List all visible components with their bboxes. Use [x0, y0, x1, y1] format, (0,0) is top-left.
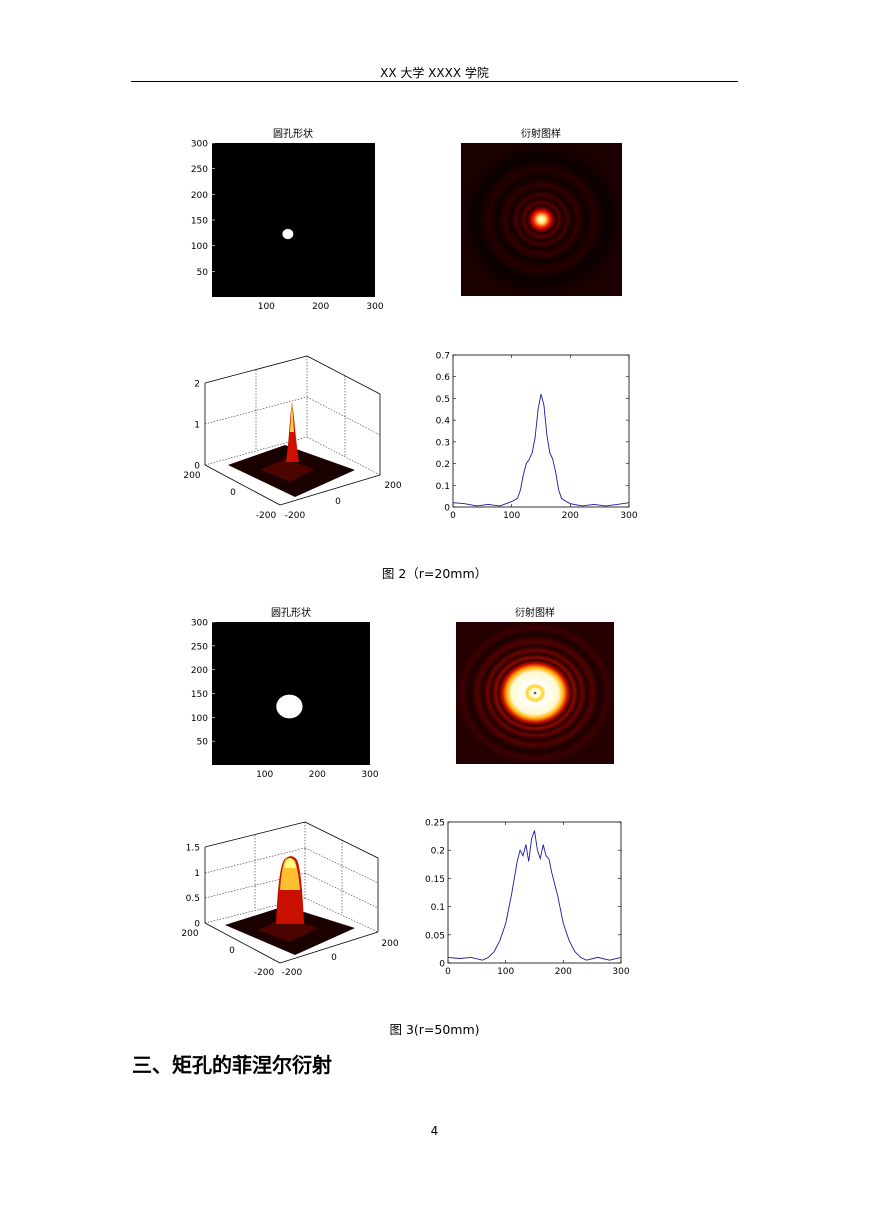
- y-tick-label: 0.7: [436, 352, 450, 362]
- y-tick-label: 300: [191, 140, 208, 150]
- z-tick-label: 0.5: [186, 894, 200, 904]
- page-number: 4: [430, 1124, 439, 1138]
- x-tick-label: 300: [366, 302, 383, 312]
- x-tick-label: 0: [229, 946, 235, 956]
- aperture-title: 圆孔形状: [271, 606, 311, 619]
- x-tick-label: -200: [256, 511, 277, 521]
- y-tick-label: 50: [197, 738, 209, 748]
- y-tick-label: 250: [191, 642, 208, 652]
- intensity-line-chart: 0 0.05 0.1 0.15 0.2 0.25 0 100 200 300: [425, 819, 630, 978]
- y-tick-label: 0.15: [425, 875, 445, 885]
- intensity-line-chart: 0 0.1 0.2 0.3 0.4 0.5 0.6 0.7 0 100 200 300: [436, 352, 638, 522]
- y-tick-label: 0.2: [436, 460, 450, 470]
- z-tick-label: 0: [194, 920, 200, 930]
- y-tick-label: 150: [191, 217, 208, 227]
- y-tick-label: 250: [191, 165, 208, 175]
- diffraction-pattern-image: 衍射图样: [461, 127, 622, 296]
- x-tick-label: 0: [230, 488, 236, 498]
- y-tick-label: 50: [197, 268, 209, 278]
- y-tick-label: -200: [285, 511, 306, 521]
- y-tick-label: 200: [384, 481, 401, 491]
- diffraction-pattern-image: 衍射图样: [456, 606, 614, 764]
- x-tick-label: 0: [445, 967, 451, 977]
- y-tick-label: 0.5: [436, 395, 450, 405]
- page-header: XX 大学 XXXX 学院: [380, 66, 489, 80]
- y-tick-label: 0.3: [436, 438, 450, 448]
- x-tick-label: 200: [183, 471, 200, 481]
- y-tick-label: 0: [331, 953, 337, 963]
- x-tick-label: 200: [312, 302, 329, 312]
- z-tick-label: 2: [194, 380, 200, 390]
- y-tick-label: 200: [381, 939, 398, 949]
- y-tick-label: 200: [191, 666, 208, 676]
- figure-caption: 图 3(r=50mm): [389, 1022, 480, 1037]
- x-tick-label: 300: [620, 511, 637, 521]
- aperture-image: 圆孔形状 300 250 200 150 100 50 100 200 300: [191, 127, 384, 312]
- y-tick-label: 0.25: [425, 819, 445, 829]
- y-tick-label: 150: [191, 690, 208, 700]
- x-tick-label: -200: [254, 968, 275, 978]
- x-tick-label: 100: [503, 511, 520, 521]
- x-tick-label: 100: [258, 302, 275, 312]
- pattern-title: 衍射图样: [515, 606, 555, 619]
- y-tick-label: 0: [335, 497, 341, 507]
- z-tick-label: 1: [194, 869, 200, 879]
- header-rule: [131, 81, 738, 82]
- x-tick-label: 100: [497, 967, 514, 977]
- z-tick-label: 1.5: [186, 844, 200, 854]
- aperture-image: 圆孔形状 300 250 200 150 100 50 100 200 300: [191, 606, 379, 780]
- pattern-title: 衍射图样: [521, 127, 561, 140]
- y-tick-label: -200: [282, 968, 303, 978]
- x-tick-label: 200: [309, 770, 326, 780]
- y-tick-label: 100: [191, 714, 208, 724]
- y-tick-label: 300: [191, 619, 208, 629]
- y-tick-label: 0.2: [431, 847, 445, 857]
- y-tick-label: 0.4: [436, 417, 451, 427]
- y-tick-label: 0.05: [425, 931, 445, 941]
- intensity-series: [447, 830, 622, 961]
- x-tick-label: 0: [450, 511, 456, 521]
- y-tick-label: 0.1: [436, 482, 450, 492]
- aperture-hole: [276, 694, 303, 719]
- intensity-series: [452, 393, 630, 507]
- section-heading: 三、矩孔的菲涅尔衍射: [132, 1053, 332, 1077]
- x-tick-label: 200: [562, 511, 579, 521]
- figure-caption: 图 2（r=20mm）: [381, 566, 488, 581]
- aperture-title: 圆孔形状: [273, 127, 313, 140]
- x-tick-label: 300: [361, 770, 378, 780]
- x-tick-label: 200: [181, 929, 198, 939]
- y-tick-label: 0.6: [436, 373, 451, 383]
- z-tick-label: 1: [194, 421, 200, 431]
- y-tick-label: 0: [439, 960, 445, 970]
- y-tick-label: 200: [191, 191, 208, 201]
- y-tick-label: 100: [191, 242, 208, 252]
- y-tick-label: 0: [444, 504, 450, 514]
- x-tick-label: 100: [256, 770, 273, 780]
- x-tick-label: 200: [555, 967, 572, 977]
- aperture-hole: [282, 228, 294, 240]
- z-tick-label: 0: [194, 462, 200, 472]
- y-tick-label: 0.1: [431, 903, 445, 913]
- x-tick-label: 300: [612, 967, 629, 977]
